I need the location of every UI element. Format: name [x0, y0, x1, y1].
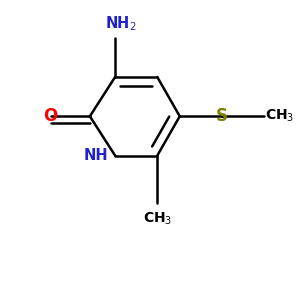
Text: O: O	[44, 107, 58, 125]
Text: CH$_3$: CH$_3$	[266, 108, 295, 124]
Text: NH: NH	[83, 148, 108, 163]
Text: S: S	[216, 107, 228, 125]
Text: NH$_2$: NH$_2$	[105, 15, 136, 33]
Text: CH$_3$: CH$_3$	[142, 210, 172, 227]
